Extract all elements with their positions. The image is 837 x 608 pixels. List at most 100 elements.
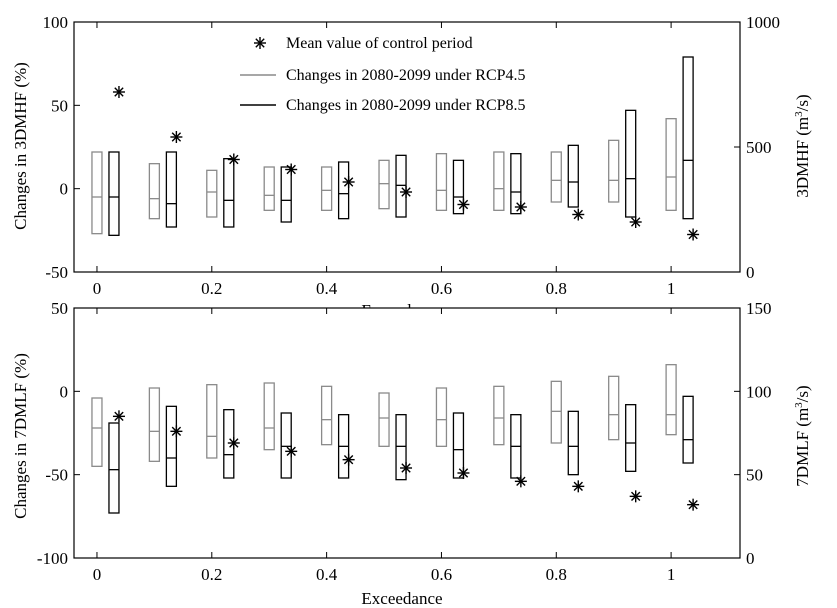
rcp85-box-range [108,151,120,236]
rcp85-box-range [567,144,579,208]
legend-entry: Changes in 2080-2099 under RCP4.5 [286,67,526,84]
rcp85-box-range [223,158,235,228]
rcp85-box [108,151,120,236]
rcp85-box [510,414,522,479]
plot-frame-3dmhf [73,21,741,273]
x-tick-label: 0.4 [316,565,338,584]
y2-axis-label-7dmlf: 7DMLF (m3/s) [793,385,812,486]
rcp85-box [452,412,465,479]
rcp85-box [510,153,522,215]
rcp45-box-range [148,163,161,220]
rcp45-box-range [91,397,103,467]
legend-entry: Changes in 2080-2099 under RCP8.5 [286,97,526,114]
rcp45-box-range [493,385,505,446]
rcp85-box-range [567,410,579,476]
y-tick-label: 50 [51,299,68,318]
rcp45-box [665,118,677,211]
control-mean-marker [400,462,413,474]
y-axis-label-7dmlf: Changes in 7DMLF (%) [11,353,30,519]
y-tick-label: -50 [45,263,68,282]
marks-3dmhf [91,56,700,241]
x-tick-label: 0.6 [431,279,452,298]
rcp85-box [165,405,178,487]
control-mean-marker [285,445,298,458]
rcp85-box-range [510,153,522,215]
rcp85-box [395,154,407,218]
y2-axis-label-tail: /s) [793,385,812,402]
control-mean-marker [457,467,470,479]
rcp45-box-range [550,151,562,203]
rcp85-box-range [165,151,178,228]
x-tick-label: 0.6 [431,565,452,584]
y2-tick-label: 500 [746,138,772,157]
y-tick-label: -100 [37,549,68,568]
rcp45-box [378,159,390,210]
y-tick-label: 50 [51,96,68,115]
x-tick-label: 0.4 [316,279,338,298]
rcp45-box-range [206,169,218,218]
rcp45-box [493,151,505,211]
rcp85-box-range [452,412,465,479]
y-tick-label: 0 [60,382,69,401]
y2-axis-label-main: 7DMLF (m [793,408,812,487]
rcp85-box [567,410,579,476]
control-mean-marker [112,86,125,98]
y-tick-label: 100 [43,13,69,32]
y2-axis-label-3dmhf: 3DMHF (m3/s) [793,94,812,197]
control-mean-marker [170,131,183,143]
x-tick-label: 0.2 [201,279,222,298]
rcp45-box [493,385,505,446]
rcp85-box [682,395,694,464]
rcp85-box-range [280,166,292,223]
rcp85-box [223,158,235,228]
y-axis-label-3dmhf: Changes in 3DMHF (%) [11,62,30,230]
y2-tick-label: 1000 [746,13,780,32]
rcp85-box-range [452,159,465,215]
rcp45-box-range [148,387,161,462]
rcp85-box [337,414,350,479]
rcp85-box [280,166,292,223]
rcp45-box-range [665,364,677,436]
rcp45-box-range [608,375,620,441]
y2-axis-label-main: 3DMHF (m [793,117,812,198]
rcp85-box-range [625,109,637,218]
rcp45-box-range [435,153,448,211]
rcp45-box [91,397,103,467]
y2-tick-label: 50 [746,466,763,485]
rcp45-box-range [320,166,333,211]
rcp85-box-range [165,405,178,487]
y2-tick-label: 0 [746,549,755,568]
rcp45-box [665,364,677,436]
rcp45-box [263,166,275,211]
rcp45-box-range [206,384,218,459]
x-tick-label: 0 [93,279,102,298]
rcp85-box-range [108,422,120,514]
rcp85-box [567,144,579,208]
rcp85-box-range [682,56,694,220]
rcp45-box-range [608,139,620,203]
rcp45-box-range [91,151,103,235]
rcp45-box-range [263,382,275,451]
control-mean-marker [629,490,642,503]
rcp85-box [395,414,407,481]
panel-7dmlf: 0 0.2 0.4 0.6 0.8 1 -100 -50 0 50 0 50 100 150 Change… [11,299,812,608]
control-mean-marker [227,437,240,449]
control-mean-marker [687,228,700,241]
x-tick-label: 0 [93,565,102,584]
control-mean-marker [170,425,183,438]
control-mean-marker [457,198,470,211]
rcp45-box [320,385,333,446]
rcp85-box [452,159,465,215]
x-axis-label-7dmlf: Exceedance [361,589,442,608]
rcp45-box [148,387,161,462]
rcp85-box [625,404,637,472]
rcp45-box [435,153,448,211]
rcp45-box-range [665,118,677,211]
rcp85-box [108,422,120,514]
marks-7dmlf [91,364,700,514]
control-mean-marker [112,410,125,423]
rcp45-box [263,382,275,451]
rcp85-box-range [395,414,407,481]
